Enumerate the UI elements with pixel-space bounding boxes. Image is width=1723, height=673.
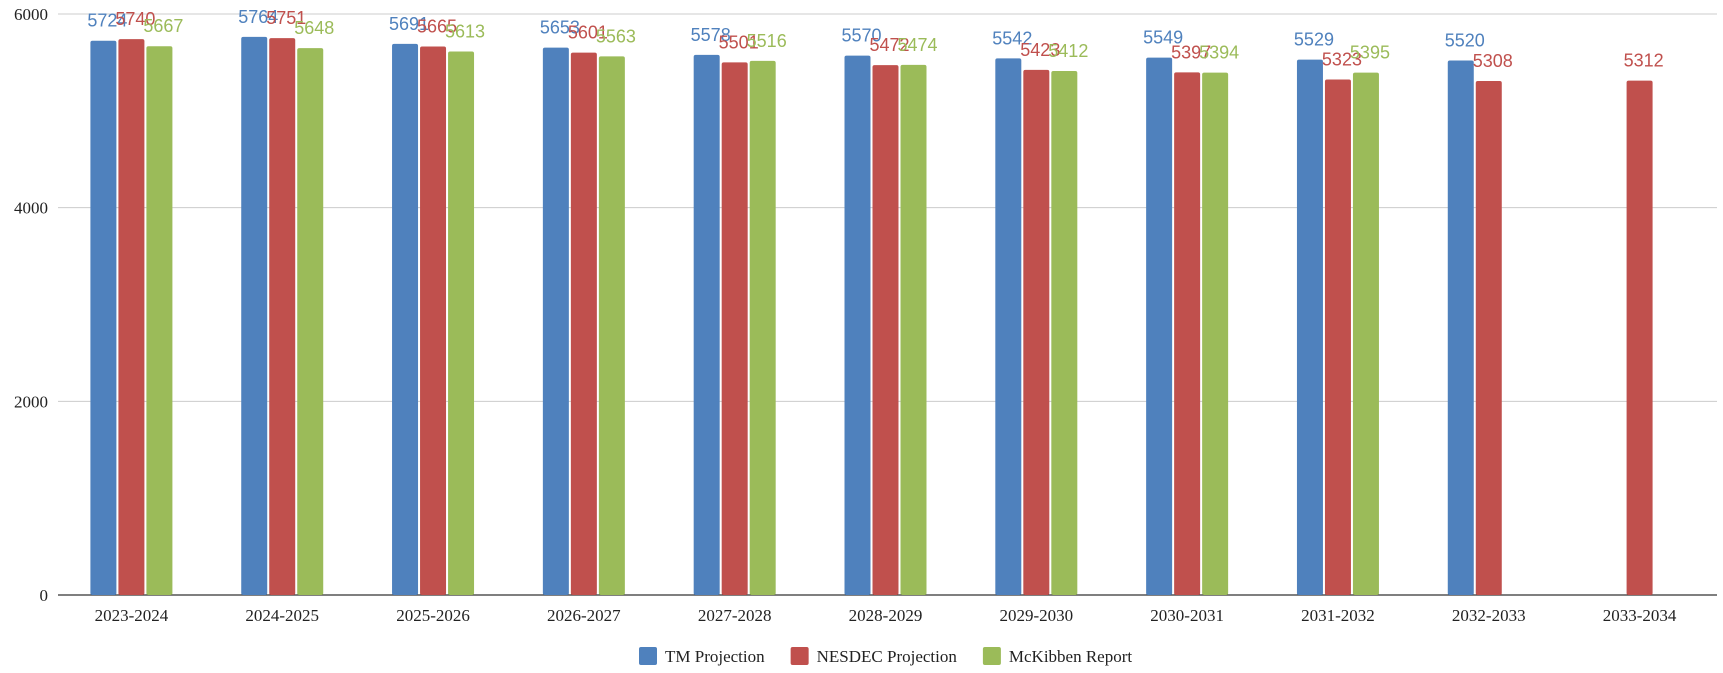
data-label: 5724 xyxy=(87,11,127,31)
x-tick-label: 2032-2033 xyxy=(1452,606,1526,625)
data-label: 5520 xyxy=(1445,30,1485,50)
x-axis: 2023-2024 2024-2025 2025-2026 2026-2027 2027… xyxy=(95,606,1677,625)
legend-label: McKibben Report xyxy=(1009,647,1133,666)
data-label: 5529 xyxy=(1294,30,1334,50)
data-label: 5665 xyxy=(417,16,457,36)
y-tick-label: 2000 xyxy=(14,392,48,411)
bar xyxy=(872,65,899,596)
data-label: 5542 xyxy=(992,28,1032,48)
data-label: 5601 xyxy=(568,23,608,43)
legend: TM Projection NESDEC Projection McKibben R… xyxy=(639,647,1132,666)
bar xyxy=(118,39,145,596)
x-tick-label: 2031-2032 xyxy=(1301,606,1375,625)
bar xyxy=(1324,79,1351,596)
bar xyxy=(241,36,268,596)
bar xyxy=(392,43,419,595)
legend-swatch xyxy=(790,647,809,665)
data-label: 5764 xyxy=(238,7,278,27)
bars xyxy=(90,36,1653,596)
data-label: 5751 xyxy=(266,8,306,28)
x-tick-label: 2024-2025 xyxy=(245,606,319,625)
bar xyxy=(1352,72,1379,595)
x-tick-label: 2030-2031 xyxy=(1150,606,1224,625)
x-tick-label: 2028-2029 xyxy=(849,606,923,625)
data-label: 5472 xyxy=(869,35,909,55)
data-label: 5474 xyxy=(897,35,937,55)
bar xyxy=(1146,57,1173,596)
data-label: 5563 xyxy=(596,26,636,46)
data-label: 5412 xyxy=(1048,41,1088,61)
x-tick-label: 2033-2034 xyxy=(1603,606,1677,625)
bar xyxy=(693,54,720,596)
x-tick-label: 2027-2028 xyxy=(698,606,772,625)
bar xyxy=(598,56,625,596)
data-label: 5501 xyxy=(719,32,759,52)
data-label: 5397 xyxy=(1171,42,1211,62)
bar xyxy=(1051,70,1078,596)
data-label: 5613 xyxy=(445,21,485,41)
bar xyxy=(146,46,173,596)
y-tick-label: 4000 xyxy=(14,199,48,218)
data-label: 5516 xyxy=(747,31,787,51)
data-label: 5394 xyxy=(1199,43,1239,63)
data-label: 5308 xyxy=(1473,51,1513,71)
bar xyxy=(721,62,748,596)
data-label: 5740 xyxy=(115,9,155,29)
bar xyxy=(1447,60,1474,596)
data-label: 5549 xyxy=(1143,28,1183,48)
bar xyxy=(1023,69,1050,596)
bar xyxy=(448,51,475,596)
bar xyxy=(995,58,1022,595)
bar xyxy=(90,40,117,595)
data-label: 5395 xyxy=(1350,43,1390,63)
bar xyxy=(297,48,324,596)
bar xyxy=(420,46,447,596)
legend-label: NESDEC Projection xyxy=(817,647,958,666)
x-tick-label: 2023-2024 xyxy=(95,606,169,625)
legend-label: TM Projection xyxy=(665,647,765,666)
y-axis: 0 2000 4000 6000 xyxy=(14,5,48,605)
data-label: 5323 xyxy=(1322,50,1362,70)
bar xyxy=(1475,81,1502,595)
bar xyxy=(269,38,296,595)
y-tick-label: 0 xyxy=(40,586,49,605)
bar xyxy=(749,60,776,596)
legend-swatch xyxy=(639,647,657,665)
x-tick-label: 2029-2030 xyxy=(999,606,1073,625)
data-label: 5691 xyxy=(389,14,429,34)
data-label: 5653 xyxy=(540,18,580,38)
bar xyxy=(1202,72,1229,595)
data-label: 5648 xyxy=(294,18,334,38)
data-label: 5570 xyxy=(841,26,881,46)
bar xyxy=(1174,72,1201,595)
data-label: 5423 xyxy=(1020,40,1060,60)
data-label: 5312 xyxy=(1624,51,1664,71)
y-tick-label: 6000 xyxy=(14,5,48,24)
bar xyxy=(900,64,927,596)
bar xyxy=(542,47,569,595)
bar xyxy=(570,52,597,596)
data-label: 5667 xyxy=(143,16,183,36)
legend-swatch xyxy=(982,647,1001,665)
bar xyxy=(1296,59,1323,595)
data-label: 5578 xyxy=(691,25,731,45)
bar xyxy=(1626,80,1653,595)
x-tick-label: 2026-2027 xyxy=(547,606,621,625)
x-tick-label: 2025-2026 xyxy=(396,606,470,625)
bar xyxy=(844,55,871,596)
